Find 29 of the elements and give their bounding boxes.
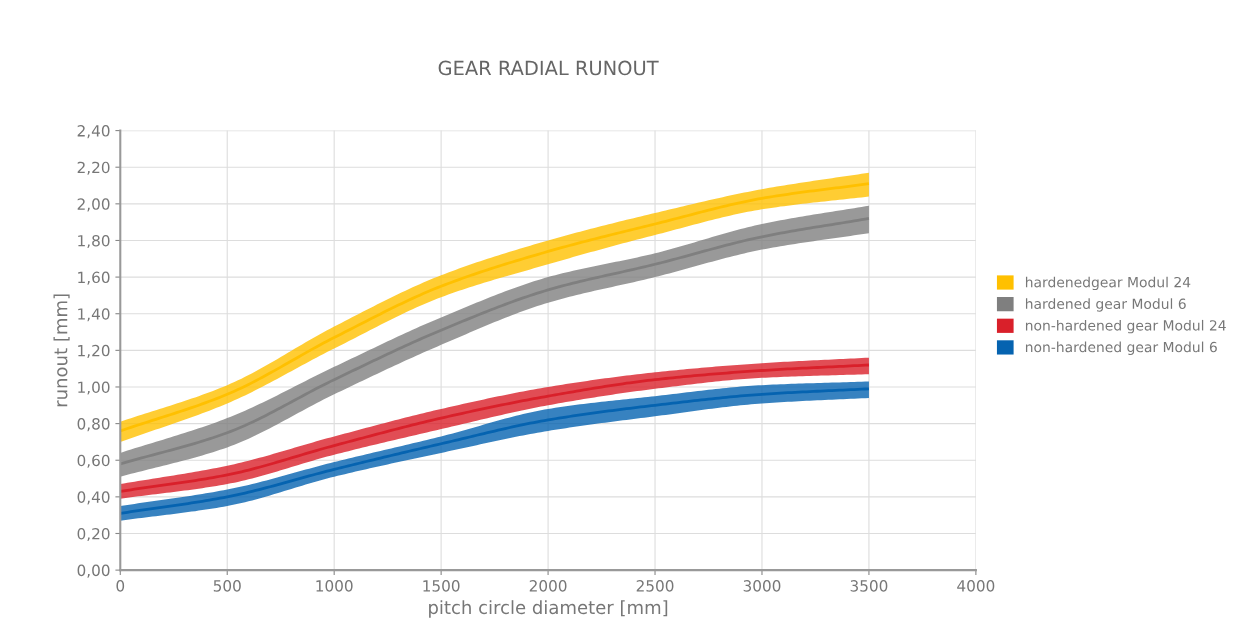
legend-label: non-hardened gear Modul 6 [1025, 341, 1217, 355]
legend-label: hardenedgear Modul 24 [1025, 276, 1191, 291]
y-tick-label: 1,00 [78, 381, 110, 395]
y-tick-label: 1,60 [78, 271, 110, 285]
x-tick-label: 2000 [529, 580, 567, 592]
x-tick-label: 0 [116, 580, 125, 592]
y-tick-label: 1,40 [78, 308, 110, 322]
x-tick-label: 3500 [850, 580, 888, 592]
x-axis-title: pitch circle diameter [mm] [429, 600, 668, 618]
x-tick-label: 1500 [423, 580, 460, 592]
y-tick-label: 0,20 [77, 527, 110, 542]
x-tick-label: 4000 [957, 580, 995, 592]
chart-title: GEAR RADIAL RUNOUT [438, 60, 659, 76]
y-tick-label: 2,00 [77, 198, 110, 212]
y-tick-label: 1,80 [78, 234, 110, 249]
y-tick-label: 1,20 [78, 344, 110, 358]
y-tick-label: 0,80 [77, 418, 110, 432]
y-tick-label: 0,40 [77, 491, 110, 505]
y-tick-label: 2,40 [77, 125, 110, 139]
x-tick-label: 3000 [743, 580, 781, 592]
legend-label: non-hardened gear Modul 24 [1025, 319, 1226, 334]
y-tick-label: 2,20 [77, 161, 110, 175]
y-axis-title: runout [mm] [53, 294, 70, 407]
legend-label: hardened gear Modul 6 [1025, 298, 1186, 312]
x-tick-label: 1000 [316, 580, 353, 592]
x-tick-label: 500 [213, 580, 241, 592]
y-tick-label: 0,00 [77, 564, 110, 578]
y-tick-label: 0,60 [77, 454, 110, 468]
x-tick-label: 2500 [636, 580, 674, 592]
